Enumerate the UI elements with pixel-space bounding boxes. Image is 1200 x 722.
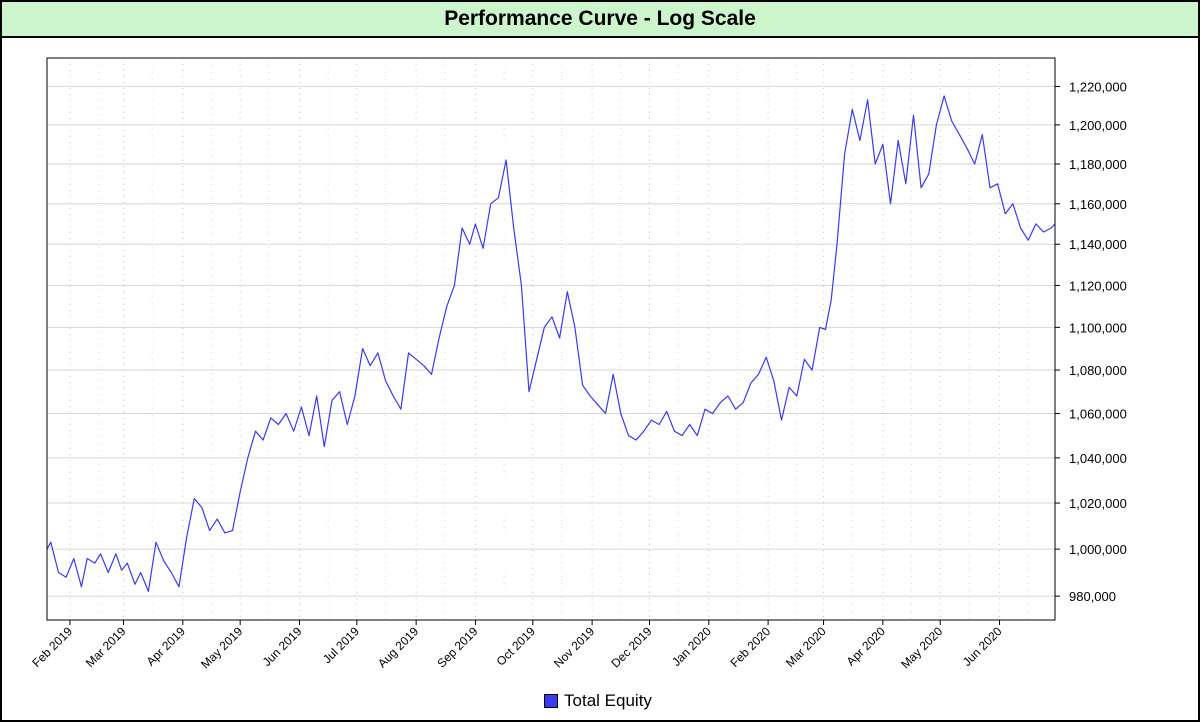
legend-swatch-total-equity [544,694,559,708]
y-tick-label: 1,120,000 [1069,278,1127,293]
x-tick-label: Oct 2019 [494,624,539,669]
series-line-total-equity [46,95,1056,593]
y-tick-label: 980,000 [1069,589,1116,604]
y-tick-label: 1,200,000 [1069,118,1127,133]
chart-title: Performance Curve - Log Scale [2,2,1198,38]
x-tick-label: Jun 2019 [260,624,305,669]
y-tick-label: 1,020,000 [1069,496,1127,511]
x-tick-label: Mar 2020 [783,624,829,670]
legend: Total Equity [0,689,1196,713]
y-tick-label: 1,140,000 [1069,237,1127,252]
x-tick-label: Apr 2019 [144,624,189,669]
x-tick-label: Jun 2020 [960,624,1005,669]
x-tick-label: Dec 2019 [608,624,654,670]
legend-label-total-equity: Total Equity [564,691,652,710]
plot-border [46,57,1056,621]
y-tick-label: 1,040,000 [1069,451,1127,466]
y-tick-label: 1,060,000 [1069,407,1127,422]
x-tick-label: May 2019 [198,624,245,671]
x-tick-label: Aug 2019 [375,624,421,670]
y-tick-label: 1,160,000 [1069,197,1127,212]
y-tick-label: 1,000,000 [1069,542,1127,557]
y-tick-label: 1,220,000 [1069,79,1127,94]
x-tick-label: Apr 2020 [844,624,889,669]
y-tick-label: 1,100,000 [1069,320,1127,335]
y-tick-label: 1,180,000 [1069,157,1127,172]
x-tick-label: Jan 2020 [669,624,714,669]
x-tick-label: May 2020 [898,624,945,671]
x-tick-label: Nov 2019 [551,624,597,670]
plot-area [47,58,1055,620]
x-tick-label: Mar 2019 [83,624,129,670]
y-tick-label: 1,080,000 [1069,363,1127,378]
x-tick-label: Feb 2020 [727,624,773,670]
x-tick-label: Jul 2019 [320,624,362,666]
x-tick-label: Sep 2019 [434,624,480,670]
x-tick-label: Feb 2019 [29,624,75,670]
